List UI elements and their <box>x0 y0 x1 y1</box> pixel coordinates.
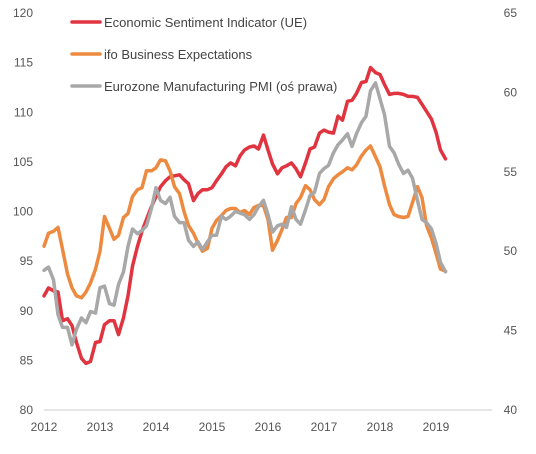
x-tick-label: 2015 <box>199 420 226 434</box>
series-line-1 <box>42 144 448 300</box>
x-axis: 2012 2013 2014 2015 2016 2017 2018 2019 <box>31 420 450 434</box>
y-left-tick-label: 95 <box>20 254 34 268</box>
y-left-tick-label: 115 <box>14 56 33 70</box>
legend-label-1: ifo Business Expectations <box>104 47 253 62</box>
series-line-0 <box>42 65 448 366</box>
y-left-tick-label: 100 <box>13 205 33 219</box>
y-right-tick-label: 60 <box>504 85 518 99</box>
y-left-tick-label: 90 <box>20 304 34 318</box>
x-tick-label: 2013 <box>87 420 114 434</box>
y-left-tick-label: 80 <box>20 403 34 417</box>
y-right-tick-label: 55 <box>504 165 518 179</box>
x-tick-label: 2019 <box>423 420 450 434</box>
legend-label-2: Eurozone Manufacturing PMI (oś prawa) <box>104 79 337 94</box>
y-right-tick-label: 65 <box>504 6 518 20</box>
x-tick-label: 2018 <box>367 420 394 434</box>
legend: Economic Sentiment Indicator (UE) ifo Bus… <box>70 15 337 94</box>
y-left-tick-label: 105 <box>13 155 33 169</box>
x-tick-label: 2014 <box>143 420 170 434</box>
y-right-tick-label: 45 <box>504 324 518 338</box>
y-left-tick-label: 110 <box>14 105 33 119</box>
y-left-tick-label: 85 <box>20 353 34 367</box>
y-axis-right: 65 60 55 50 45 40 <box>504 6 518 417</box>
x-tick-label: 2016 <box>255 420 282 434</box>
series-line-2 <box>42 81 448 347</box>
series-layer <box>42 65 448 366</box>
y-right-tick-label: 50 <box>504 244 518 258</box>
legend-label-0: Economic Sentiment Indicator (UE) <box>104 15 307 30</box>
x-tick-label: 2017 <box>311 420 338 434</box>
x-tick-label: 2012 <box>31 420 58 434</box>
y-axis-left: 120 115 110 105 100 95 90 85 80 <box>13 6 33 417</box>
y-right-tick-label: 40 <box>504 403 518 417</box>
y-left-tick-label: 120 <box>13 6 33 20</box>
